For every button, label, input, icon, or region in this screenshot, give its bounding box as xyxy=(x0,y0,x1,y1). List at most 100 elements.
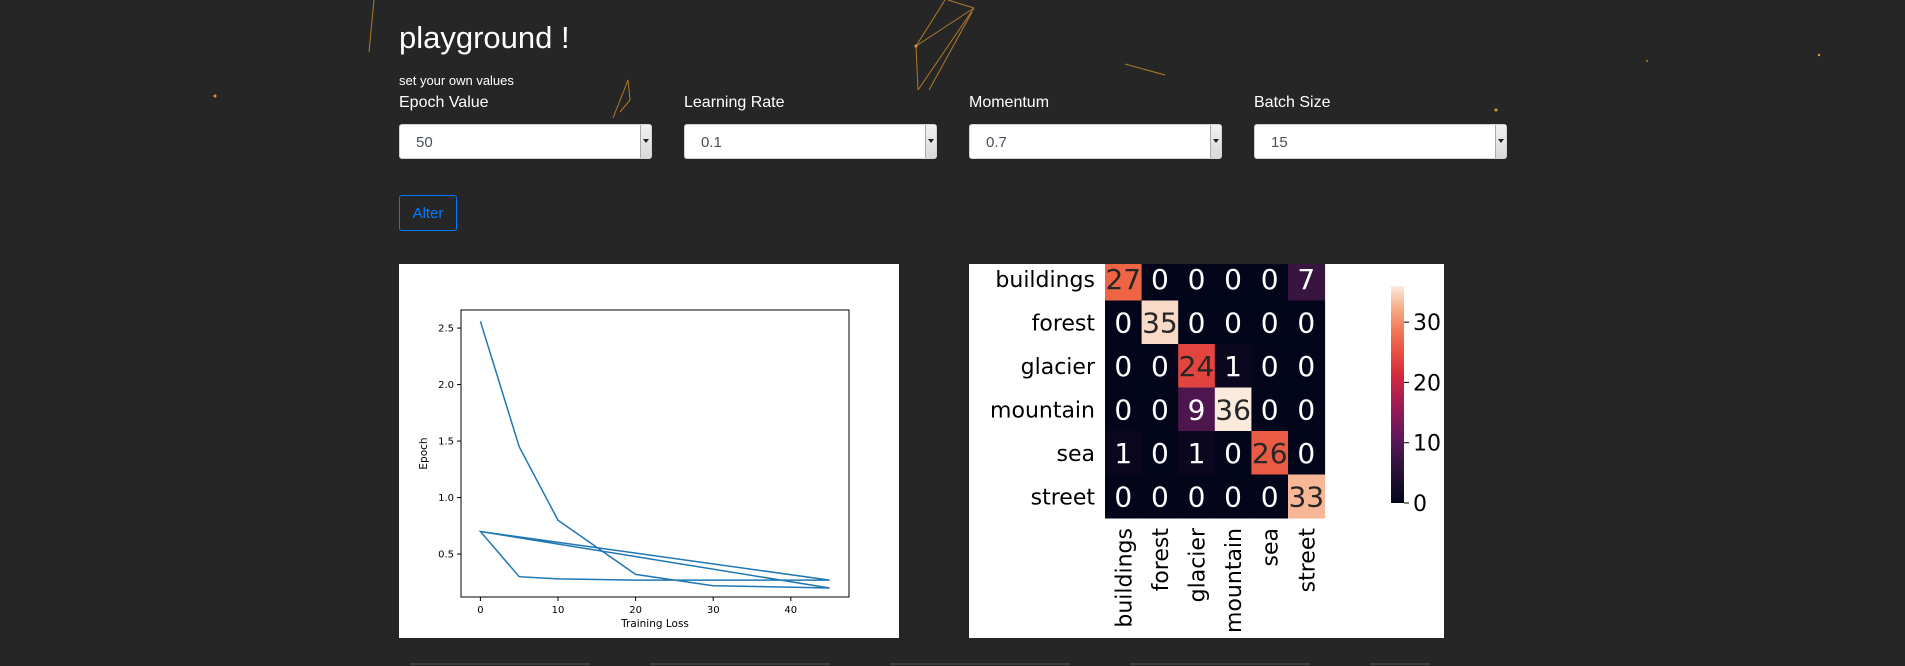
heatmap-cell xyxy=(1288,300,1326,345)
cell-value: 0 xyxy=(1188,264,1206,296)
cell-value: 0 xyxy=(1261,350,1279,383)
momentum-spinner[interactable] xyxy=(1210,125,1221,158)
colorbar xyxy=(1391,286,1404,503)
cell-value: 0 xyxy=(1114,393,1132,426)
y-tick-label: 1.5 xyxy=(438,437,454,448)
heatmap-cell xyxy=(1214,474,1252,519)
heatmap-cell xyxy=(1214,264,1252,301)
heatmap-cell xyxy=(1288,344,1326,388)
plot-frame xyxy=(460,309,850,598)
cell-value: 0 xyxy=(1188,306,1206,339)
batch-size-label: Batch Size xyxy=(1254,94,1331,111)
heatmap-cell xyxy=(1141,387,1179,432)
momentum-label: Momentum xyxy=(969,94,1050,111)
cell-value: 1 xyxy=(1188,437,1206,470)
epoch-value-selected: 50 xyxy=(416,134,433,151)
cell-value: 0 xyxy=(1224,306,1242,339)
heatmap-cell xyxy=(1251,300,1289,345)
cell-value: 0 xyxy=(1261,480,1279,513)
colorbar-tick-label: 30 xyxy=(1413,311,1441,336)
column-label: glacier xyxy=(1186,527,1211,602)
epoch-value-spinner[interactable] xyxy=(640,125,651,158)
learning-rate-label: Learning Rate xyxy=(684,94,785,111)
chevron-down-icon xyxy=(928,139,934,143)
confusion-matrix-panel: 27 0 0 0 0 7 0 35 0 0 0 0 0 0 24 1 0 0 0 0 9 36 0 0 1 0 1 0 26 0 0 0 0 0 0… xyxy=(969,264,1444,638)
column-label: sea xyxy=(1259,528,1284,566)
epoch-value-label: Epoch Value xyxy=(399,94,489,111)
cell-value: 0 xyxy=(1151,393,1169,426)
heatmap-cell xyxy=(1178,387,1216,432)
colorbar-tick-label: 20 xyxy=(1413,371,1441,396)
cell-value: 0 xyxy=(1188,480,1206,513)
alter-button[interactable]: Alter xyxy=(399,195,457,231)
cell-value: 0 xyxy=(1297,437,1315,470)
epoch-value-select[interactable]: 50 xyxy=(399,124,652,159)
series-line xyxy=(478,321,830,589)
cell-value: 0 xyxy=(1224,437,1242,470)
learning-rate-spinner[interactable] xyxy=(925,125,936,158)
cell-value: 0 xyxy=(1151,264,1169,296)
cell-value: 1 xyxy=(1224,350,1242,383)
cell-value: 36 xyxy=(1215,393,1251,426)
x-tick-label: 30 xyxy=(707,605,720,616)
x-tick-label: 10 xyxy=(552,605,565,616)
heatmap-cell xyxy=(1178,264,1216,301)
heatmap-cell xyxy=(1141,300,1179,345)
cell-value: 0 xyxy=(1224,264,1242,296)
chevron-down-icon xyxy=(1213,139,1219,143)
x-tick-label: 40 xyxy=(784,605,797,616)
colorbar-tick-label: 10 xyxy=(1413,432,1441,457)
column-label: forest xyxy=(1149,528,1174,592)
heatmap-cell xyxy=(1141,344,1179,388)
heatmap-cell xyxy=(1288,387,1326,432)
cell-value: 26 xyxy=(1252,437,1288,470)
cell-value: 35 xyxy=(1142,306,1178,339)
x-axis-label: Training Loss xyxy=(620,618,689,630)
y-axis-label: Epoch xyxy=(418,437,430,469)
heatmap-cell xyxy=(1178,474,1216,519)
heatmap-cell xyxy=(1288,264,1326,301)
y-tick-label: 2.5 xyxy=(438,324,454,335)
cell-value: 0 xyxy=(1151,437,1169,470)
row-label: sea xyxy=(1057,442,1095,467)
batch-size-spinner[interactable] xyxy=(1495,125,1506,158)
cell-value: 0 xyxy=(1151,350,1169,383)
learning-rate-selected: 0.1 xyxy=(701,134,722,151)
cell-value: 27 xyxy=(1105,264,1141,296)
heatmap-cell xyxy=(1105,387,1143,432)
x-tick-label: 20 xyxy=(629,605,642,616)
cell-value: 24 xyxy=(1179,350,1215,383)
heatmap-cell xyxy=(1141,431,1179,475)
chevron-down-icon xyxy=(643,139,649,143)
cell-value: 0 xyxy=(1297,350,1315,383)
heatmap-cell xyxy=(1178,300,1216,345)
y-tick-label: 0.5 xyxy=(438,550,454,561)
momentum-selected: 0.7 xyxy=(986,134,1007,151)
heatmap-cell xyxy=(1178,344,1216,388)
heatmap-cell xyxy=(1288,474,1326,519)
y-tick-label: 2.0 xyxy=(438,380,454,391)
momentum-select[interactable]: 0.7 xyxy=(969,124,1222,159)
cell-value: 0 xyxy=(1261,393,1279,426)
heatmap-cell xyxy=(1105,431,1143,475)
row-label: forest xyxy=(1032,311,1096,336)
batch-size-selected: 15 xyxy=(1271,134,1288,151)
heatmap-cell xyxy=(1251,264,1289,301)
heatmap-cell xyxy=(1105,474,1143,519)
heatmap-cell xyxy=(1288,431,1326,475)
row-label: glacier xyxy=(1021,355,1096,380)
cell-value: 9 xyxy=(1188,393,1206,426)
training-loss-chart-panel: 0 10 20 30 40 0.5 1.0 1.5 2.0 2.5 Training Loss Epo… xyxy=(399,264,899,638)
heatmap-cell xyxy=(1141,264,1179,301)
cell-value: 0 xyxy=(1151,480,1169,513)
batch-size-select[interactable]: 15 xyxy=(1254,124,1507,159)
y-tick-label: 1.0 xyxy=(438,493,454,504)
column-label: mountain xyxy=(1222,528,1247,633)
cell-value: 0 xyxy=(1224,480,1242,513)
row-label: buildings xyxy=(995,268,1095,293)
cell-value: 0 xyxy=(1261,306,1279,339)
bottom-divider xyxy=(410,663,1430,665)
learning-rate-select[interactable]: 0.1 xyxy=(684,124,937,159)
heatmap-cell xyxy=(1214,431,1252,475)
